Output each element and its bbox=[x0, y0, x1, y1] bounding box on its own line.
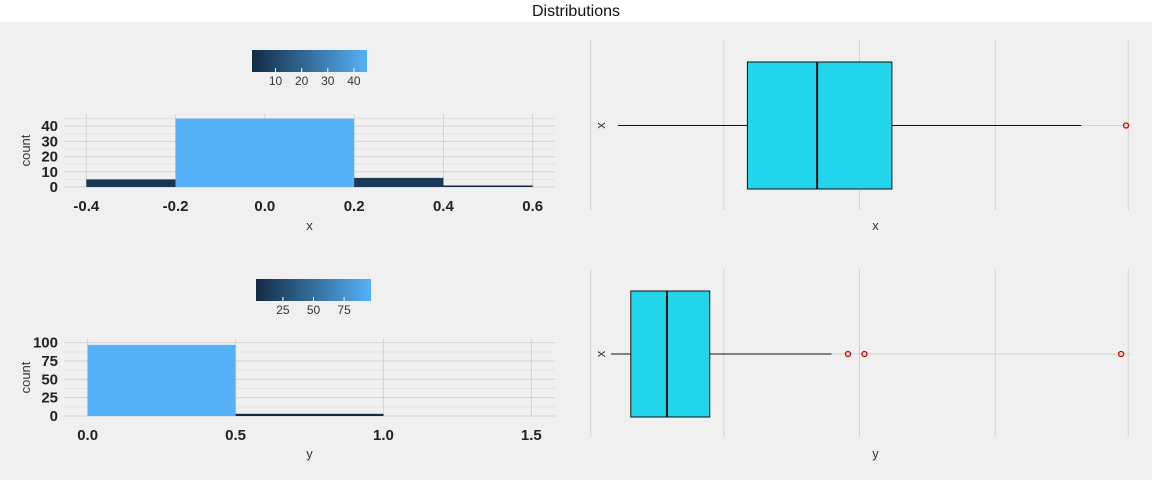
x-boxplot-chart: xx bbox=[590, 40, 1131, 233]
y-hist-x-tick-label: 1.0 bbox=[373, 427, 394, 444]
y-hist-bar bbox=[235, 413, 384, 416]
x-hist-bar bbox=[354, 177, 444, 187]
x-hist-colorbar-tick-label: 20 bbox=[295, 74, 309, 88]
figure-title: Distributions bbox=[0, 0, 1152, 22]
x-box-iqr-box bbox=[746, 61, 893, 190]
x-hist-colorbar-tick-label: 40 bbox=[347, 74, 361, 88]
y-hist-x-axis-label: y bbox=[306, 446, 313, 461]
y-hist-colorbar-tick-label: 25 bbox=[276, 303, 290, 317]
y-box-outlier-point bbox=[844, 350, 852, 358]
y-box-x-axis-label: y bbox=[872, 446, 879, 461]
x-hist-x-tick-label: 0.2 bbox=[344, 198, 365, 215]
x-hist-x-tick-label: -0.4 bbox=[73, 198, 100, 215]
x-hist-y-tick-label: 40 bbox=[41, 118, 58, 135]
x-hist-y-tick-label: 10 bbox=[41, 164, 58, 181]
x-hist-bar bbox=[86, 179, 176, 187]
y-hist-y-tick-label: 50 bbox=[41, 371, 58, 388]
x-box-category-label: x bbox=[593, 122, 608, 129]
y-hist-y-tick-label: 75 bbox=[41, 353, 58, 370]
y-box-outlier-point bbox=[1117, 350, 1125, 358]
x-hist-x-tick-label: 0.0 bbox=[254, 198, 275, 215]
y-hist-y-tick-label: 25 bbox=[41, 390, 58, 407]
x-hist-y-tick-label: 0 bbox=[50, 179, 58, 196]
y-hist-y-axis-label: count bbox=[18, 361, 33, 393]
y-hist-bar bbox=[87, 344, 236, 416]
x-hist-x-tick-label: -0.2 bbox=[163, 198, 189, 215]
x-hist-bar bbox=[443, 185, 533, 187]
y-hist-x-tick-label: 0.0 bbox=[77, 427, 98, 444]
x-box-outlier-point bbox=[1122, 122, 1130, 129]
x-hist-y-tick-label: 30 bbox=[41, 133, 58, 150]
x-hist-y-tick-label: 20 bbox=[41, 149, 58, 166]
x-hist-x-tick-label: 0.4 bbox=[433, 198, 455, 215]
y-hist-colorbar-tick-label: 75 bbox=[337, 303, 351, 317]
y-hist-colorbar bbox=[256, 279, 371, 301]
y-hist-y-tick-label: 0 bbox=[50, 408, 58, 425]
y-box-outlier-point bbox=[861, 350, 868, 358]
y-box-category-label: x bbox=[593, 350, 608, 357]
y-hist-x-tick-label: 0.5 bbox=[225, 427, 246, 444]
y-box-iqr-box bbox=[630, 290, 711, 418]
y-boxplot-chart: xy bbox=[590, 269, 1131, 461]
x-hist-colorbar-tick-label: 30 bbox=[321, 74, 335, 88]
y-hist-y-tick-label: 100 bbox=[33, 335, 58, 352]
x-hist-colorbar-tick-label: 10 bbox=[269, 74, 283, 88]
x-hist-bar bbox=[175, 118, 355, 187]
y-hist-colorbar-tick-label: 50 bbox=[307, 303, 321, 317]
x-hist-colorbar bbox=[252, 50, 367, 72]
x-hist-x-tick-label: 0.6 bbox=[522, 198, 543, 215]
y-histogram-panel: 0.0 0.5 1.0 1.5 0 25 50 75 100 y count 25 50 75 bbox=[0, 249, 576, 480]
x-hist-x-axis-label: x bbox=[306, 218, 313, 233]
x-hist-y-axis-label: count bbox=[18, 134, 33, 166]
x-box-x-axis-label: x bbox=[872, 218, 879, 233]
y-hist-x-tick-label: 1.5 bbox=[521, 427, 542, 444]
x-histogram-panel: -0.4 -0.2 0.0 0.2 0.4 0.6 0 10 20 30 40 x count 10 20 3… bbox=[0, 22, 576, 249]
